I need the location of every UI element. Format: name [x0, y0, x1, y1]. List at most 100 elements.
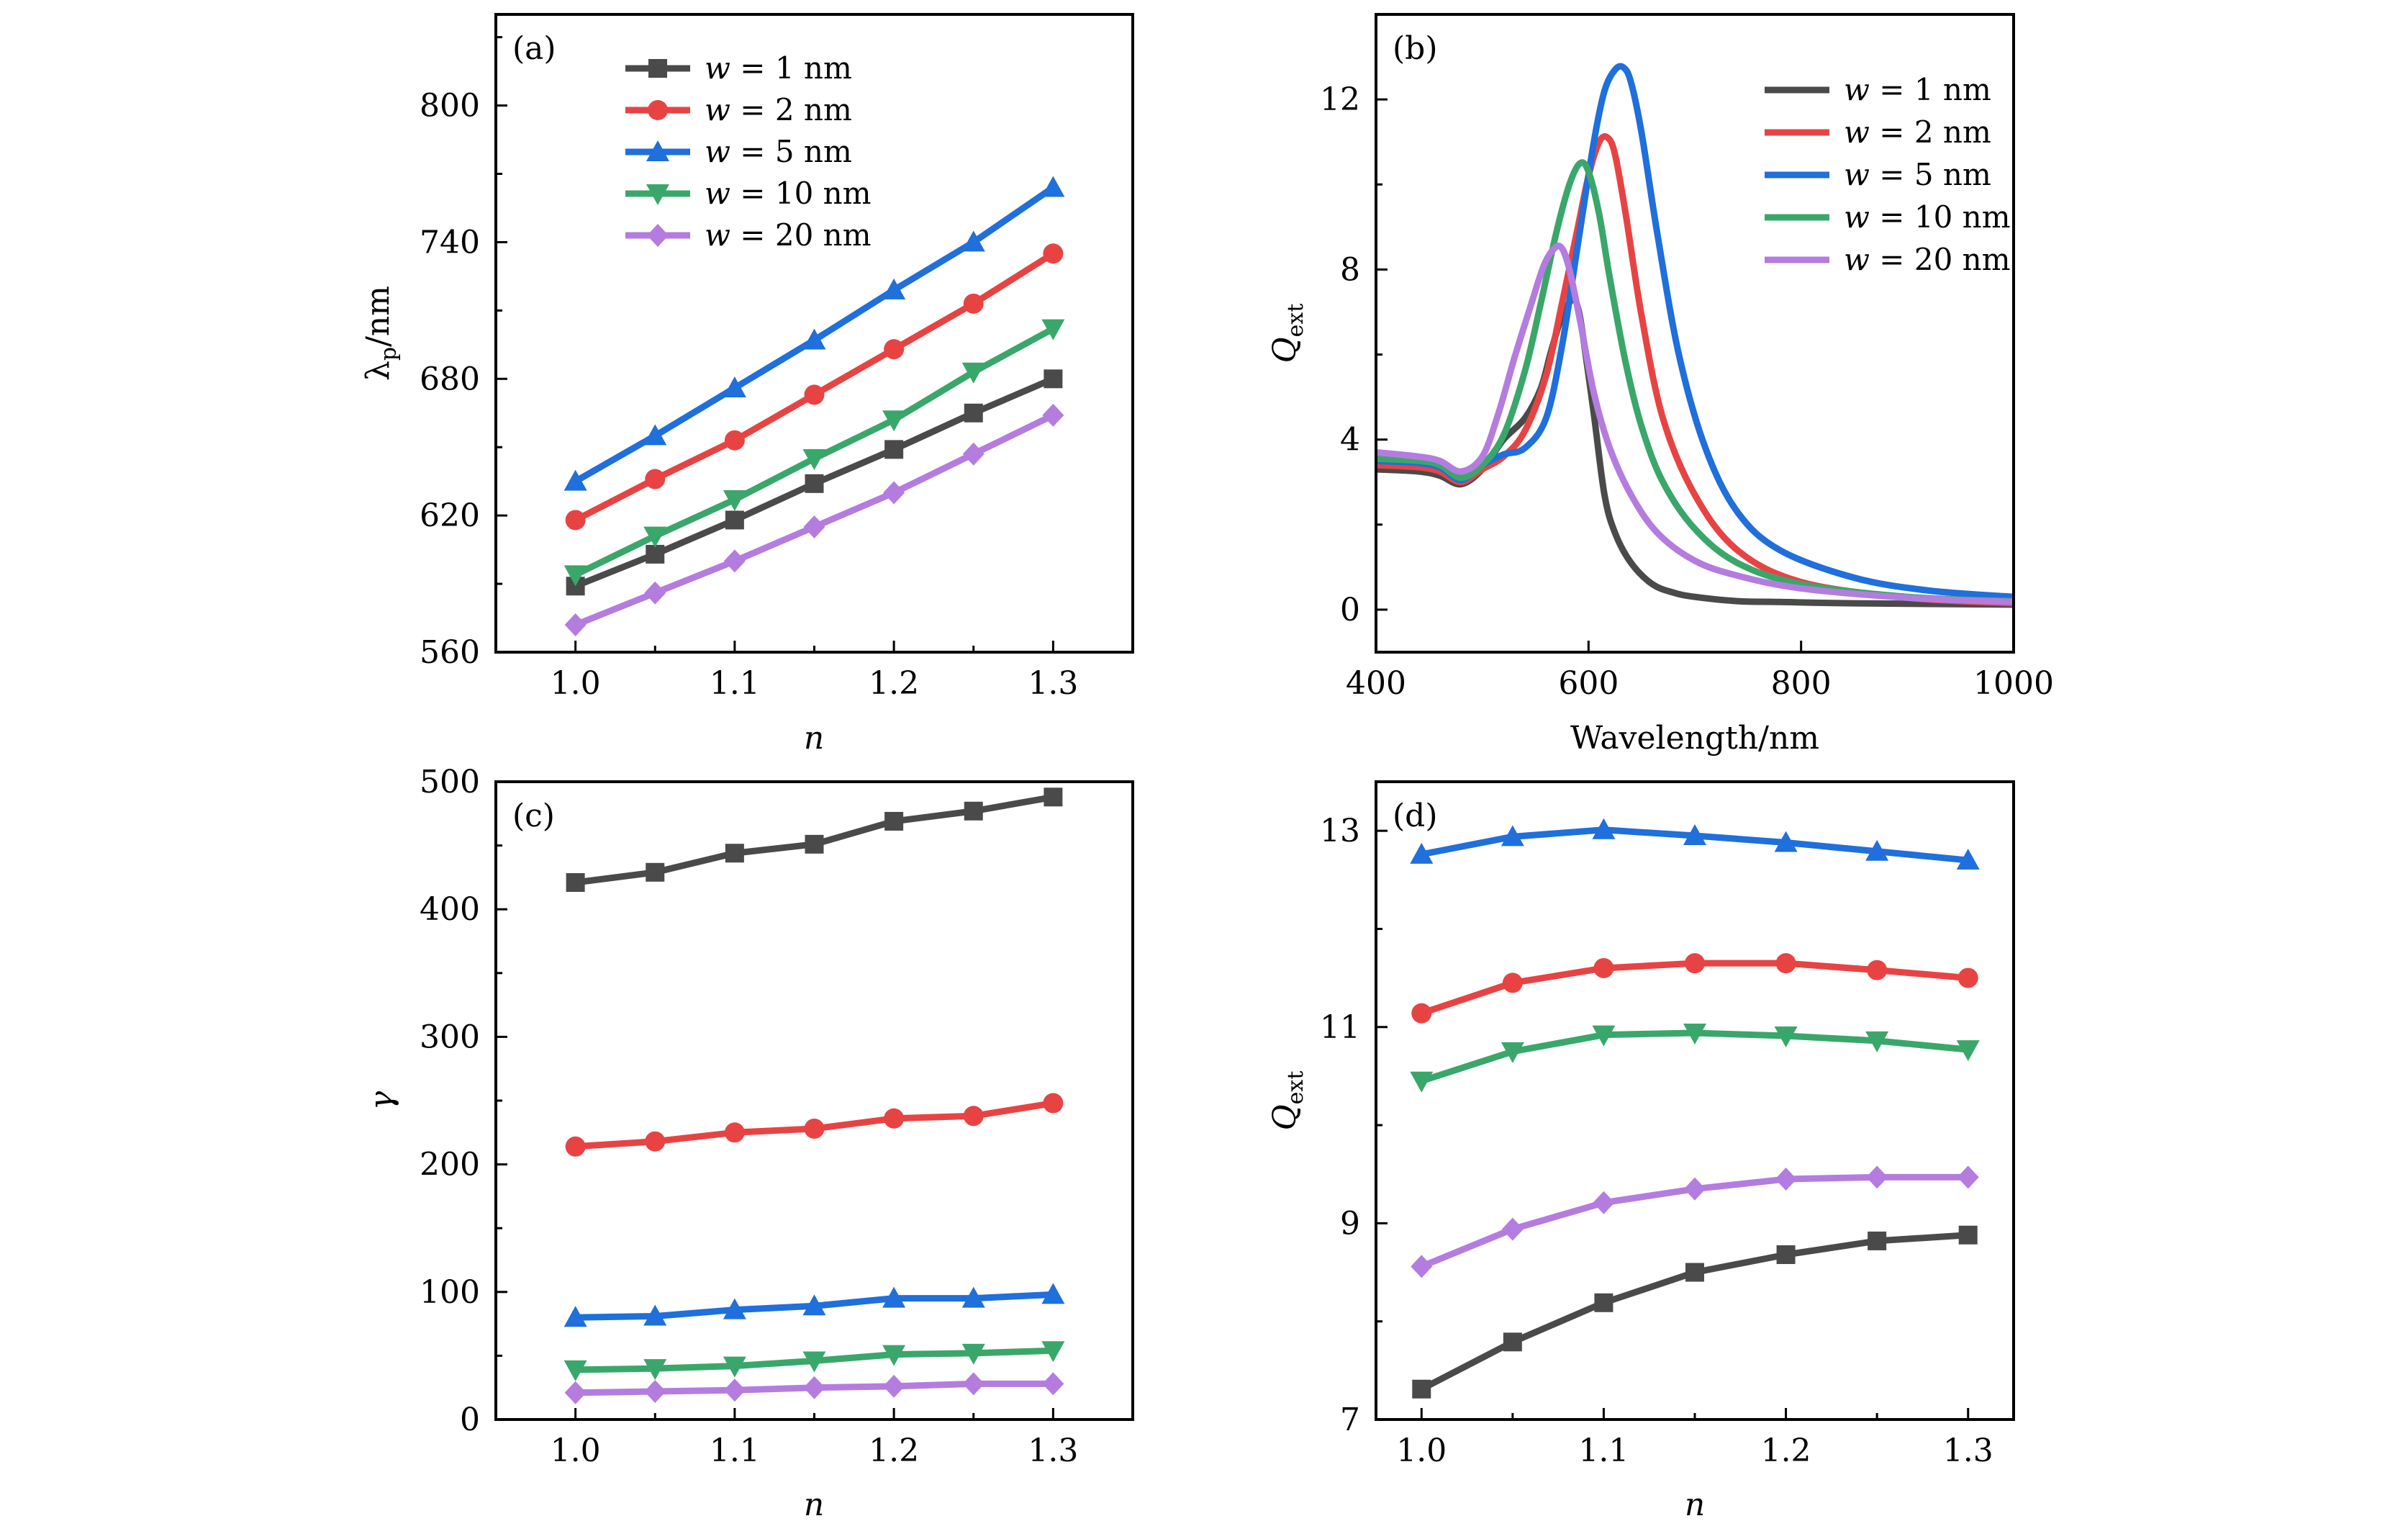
data-point-a-w20-5 — [962, 442, 985, 466]
data-point-d-w1-6 — [1958, 1225, 1978, 1245]
data-point-c-w10-2 — [723, 1356, 746, 1378]
legend-label-a-w10: w = 10 nm — [705, 176, 872, 211]
series-a-w10 — [563, 319, 1065, 587]
data-point-a-w10-0 — [563, 565, 587, 587]
y-tick-label-b-1: 4 — [1340, 422, 1360, 459]
data-point-a-w5-2 — [723, 376, 746, 397]
data-point-a-w2-1 — [645, 469, 666, 489]
x-tick-label-b-0: 400 — [1346, 665, 1406, 702]
data-point-d-w1-3 — [1685, 1263, 1704, 1282]
data-point-c-w2-1 — [645, 1131, 666, 1152]
data-point-c-w1-2 — [725, 844, 744, 863]
y-axis-label-a: λp/nm — [360, 286, 402, 381]
data-point-d-w5-5 — [1865, 839, 1889, 861]
legend-label-b-w10: w = 10 nm — [1844, 199, 2011, 235]
data-point-a-w2-6 — [1043, 243, 1064, 264]
data-point-c-w10-3 — [802, 1351, 826, 1373]
data-point-d-w20-1 — [1501, 1217, 1524, 1241]
y-axis-label-b-sub: ext — [1283, 304, 1308, 338]
y-tick-label-b-0: 0 — [1340, 592, 1360, 628]
legend-item-b-w5: w = 5 nm — [1765, 157, 1991, 192]
data-point-c-w10-1 — [643, 1359, 667, 1381]
data-point-c-w1-1 — [646, 862, 665, 882]
y-tick-label-c-4: 400 — [420, 891, 480, 928]
data-point-c-w5-6 — [1041, 1283, 1065, 1304]
y-axis-label-b-main: Q — [1267, 337, 1303, 363]
series-d-w2 — [1411, 953, 1978, 1024]
data-point-d-w20-5 — [1866, 1165, 1888, 1189]
data-point-d-w1-2 — [1594, 1293, 1613, 1312]
y-tick-label-c-0: 0 — [460, 1402, 480, 1438]
x-tick-label-b-3: 1000 — [1973, 665, 2054, 702]
data-point-c-w2-0 — [565, 1136, 586, 1157]
data-point-c-w1-0 — [566, 872, 585, 892]
legend-label-a-w1: w = 1 nm — [705, 50, 852, 86]
data-point-d-w2-3 — [1685, 953, 1705, 974]
y-axis-label-d-sub: ext — [1283, 1071, 1308, 1105]
data-point-c-w5-4 — [882, 1286, 906, 1308]
data-point-a-w10-5 — [961, 362, 985, 384]
x-tick-label-b-2: 800 — [1771, 665, 1832, 702]
legend-marker-a-w1 — [648, 59, 667, 78]
y-tick-label-a-2: 680 — [420, 361, 480, 397]
x-axis-label-a: n — [804, 720, 824, 757]
y-axis-label-b: Qext — [1267, 304, 1308, 364]
x-tick-label-c-1: 1.1 — [710, 1432, 760, 1469]
series-line-b-w5 — [1376, 63, 2014, 600]
panel-label-a: (a) — [512, 30, 556, 67]
panel-label-b: (b) — [1393, 30, 1438, 67]
data-point-a-w1-2 — [725, 510, 744, 530]
axes-frame-b — [1375, 13, 2015, 654]
data-point-d-w5-4 — [1774, 831, 1798, 852]
x-axis-label-b: Wavelength/nm — [1570, 720, 1819, 757]
data-point-d-w2-6 — [1957, 967, 1978, 988]
y-tick-label-c-2: 200 — [420, 1147, 480, 1183]
legend-label-a-w20: w = 20 nm — [705, 217, 872, 253]
legend-item-a-w10: w = 10 nm — [625, 176, 872, 211]
axes-frame-d — [1375, 780, 2015, 1421]
x-tick-label-a-2: 1.2 — [869, 665, 919, 702]
y-tick-label-c-5: 500 — [420, 764, 480, 800]
data-point-d-w2-4 — [1775, 953, 1796, 974]
data-point-c-w5-2 — [723, 1298, 746, 1319]
data-point-d-w2-5 — [1867, 960, 1888, 980]
data-point-d-w10-1 — [1501, 1042, 1524, 1063]
data-point-d-w5-0 — [1410, 842, 1434, 864]
data-point-c-w20-5 — [962, 1372, 985, 1396]
data-point-a-w2-5 — [963, 293, 984, 314]
series-line-b-w10 — [1376, 159, 2014, 605]
plot-area-d — [1410, 818, 1980, 1399]
data-point-c-w1-5 — [964, 801, 983, 821]
panel-label-c: (c) — [512, 798, 555, 834]
x-tick-label-c-2: 1.2 — [869, 1432, 919, 1469]
legend-a: w = 1 nm w = 2 nm w = 5 nm w = 10 nm w = 20 … — [625, 50, 872, 253]
data-point-a-w20-1 — [644, 581, 666, 605]
y-axis-label-a-unit: /nm — [360, 286, 397, 347]
legend-b: w = 1 nm w = 2 nm w = 5 nm w = 10 nm w = 20 … — [1765, 72, 2011, 277]
data-point-d-w10-6 — [1956, 1040, 1980, 1062]
data-point-c-w2-6 — [1043, 1093, 1064, 1114]
y-tick-label-b-3: 12 — [1320, 81, 1360, 118]
data-point-c-w2-2 — [724, 1122, 745, 1143]
series-d-w1 — [1412, 1225, 1978, 1399]
legend-item-a-w20: w = 20 nm — [625, 217, 872, 253]
legend-label-b-w1: w = 1 nm — [1844, 72, 1991, 107]
data-point-a-w20-0 — [564, 613, 587, 637]
data-point-d-w1-5 — [1868, 1231, 1887, 1250]
data-point-c-w10-4 — [882, 1345, 906, 1366]
data-point-a-w1-5 — [964, 403, 983, 423]
y-axis-label-d: Qext — [1267, 1071, 1308, 1131]
data-point-c-w20-2 — [723, 1378, 746, 1402]
data-point-d-w10-0 — [1410, 1071, 1434, 1093]
x-tick-label-d-2: 1.2 — [1761, 1432, 1811, 1469]
legend-item-a-w1: w = 1 nm — [625, 50, 852, 86]
data-point-d-w2-2 — [1593, 957, 1614, 978]
data-point-d-w1-4 — [1776, 1245, 1796, 1265]
data-point-a-w20-4 — [883, 481, 905, 505]
y-tick-label-d-3: 13 — [1320, 813, 1360, 849]
x-tick-label-c-0: 1.0 — [551, 1432, 601, 1469]
data-point-d-w2-0 — [1411, 1003, 1432, 1024]
series-b-w5 — [1376, 63, 2014, 600]
series-a-w2 — [565, 243, 1064, 531]
series-d-w20 — [1411, 1165, 1979, 1278]
